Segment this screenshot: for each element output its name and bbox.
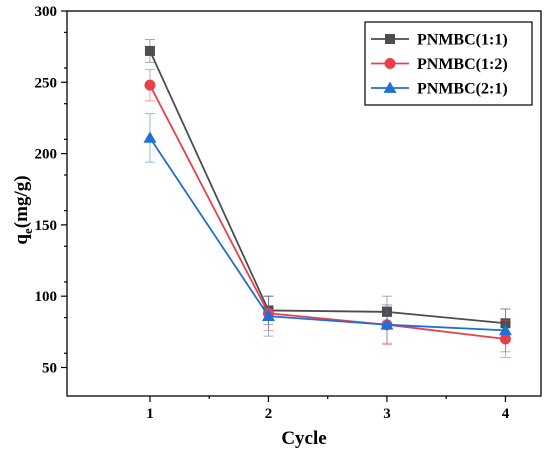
legend-marker <box>385 34 395 44</box>
x-tick-label-2: 3 <box>383 406 391 422</box>
y-tick-label-3: 200 <box>35 147 58 163</box>
y-tick-label-0: 50 <box>42 360 57 376</box>
y-axis-title-main: q <box>11 234 32 245</box>
legend-item-2: PNMBC(2:1) <box>371 81 508 98</box>
plot-frame <box>66 10 542 397</box>
y-tick-label-4: 250 <box>35 75 58 91</box>
series-layer <box>143 39 512 358</box>
y-tick-label-1: 100 <box>35 289 58 305</box>
legend-marker <box>383 81 397 93</box>
y-tick-label-2: 150 <box>35 218 58 234</box>
axes: 50 100 150 200 250 300 1 2 3 4 <box>35 4 542 422</box>
data-point <box>143 131 157 143</box>
y-axis-title-rest: (mg/g) <box>11 175 32 228</box>
x-tick-label-3: 4 <box>502 406 510 422</box>
legend-item-0: PNMBC(1:1) <box>371 32 508 49</box>
series-2 <box>143 113 512 353</box>
legend-item-1: PNMBC(1:2) <box>371 56 508 73</box>
data-point <box>498 323 512 336</box>
x-axis-title: Cycle <box>281 428 326 449</box>
data-point <box>144 79 156 91</box>
y-axis-title-sub: e <box>20 228 35 234</box>
data-point <box>261 309 275 322</box>
legend: PNMBC(1:1) PNMBC(1:2) PNMBC(2:1) <box>364 21 533 106</box>
legend-label: PNMBC(1:1) <box>417 32 508 49</box>
legend-label: PNMBC(1:2) <box>417 56 508 73</box>
legend-marker <box>384 58 396 69</box>
data-point <box>144 45 155 56</box>
legend-label: PNMBC(2:1) <box>417 81 508 98</box>
y-axis-title: qe(mg/g) <box>11 175 35 244</box>
y-tick-label-5: 300 <box>35 4 58 20</box>
x-tick-label-0: 1 <box>146 406 154 422</box>
x-tick-label-1: 2 <box>265 406 273 422</box>
series-line-0 <box>149 50 506 325</box>
series-line-2 <box>149 137 506 332</box>
data-point <box>380 318 394 330</box>
series-line-1 <box>149 84 506 340</box>
